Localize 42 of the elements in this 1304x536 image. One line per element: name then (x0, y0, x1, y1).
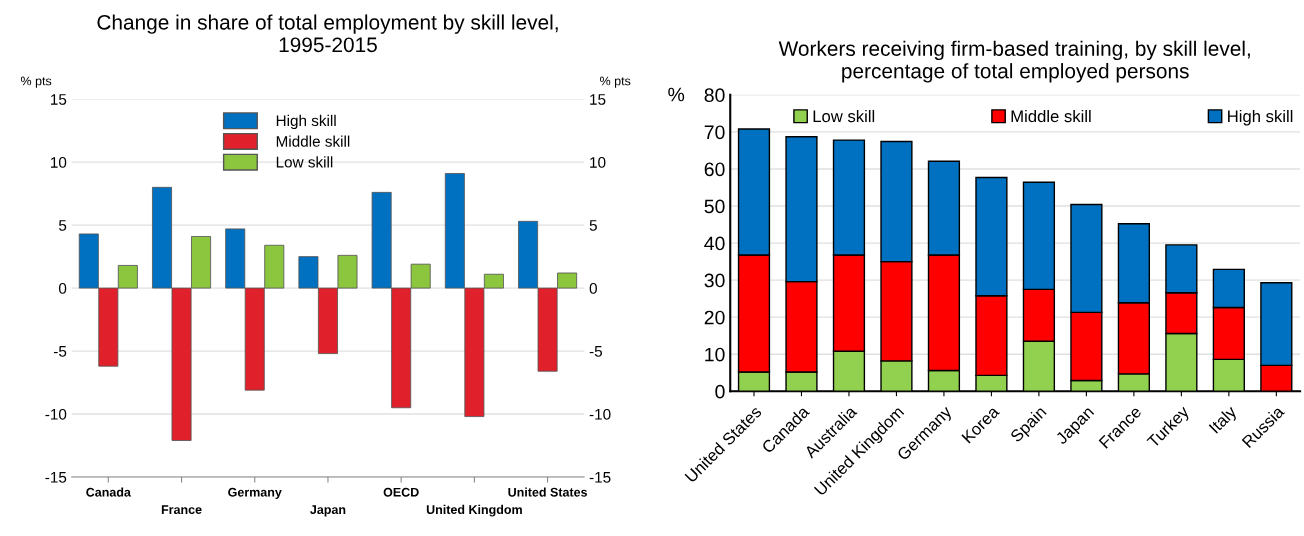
y2-tick-label: 5 (589, 220, 597, 231)
y-tick-label: 60 (704, 162, 725, 177)
legend-label: Middle skill (1011, 109, 1091, 123)
x-tick-label: Canada (86, 487, 131, 497)
legend-label: Low skill (276, 156, 333, 168)
y-tick-label: 0 (58, 282, 67, 294)
y-tick-label: -10 (45, 408, 67, 420)
y-tick-label: 0 (715, 384, 725, 399)
y-tick-label: 10 (705, 347, 725, 362)
chart-title: Workers receiving firm-based training, by skill level, percentage of total employed persons (778, 40, 1250, 83)
y2-tick-label: 10 (590, 157, 606, 168)
y2-tick-label: 15 (590, 94, 606, 105)
y-axis-title: % (668, 87, 685, 102)
y2-tick-label: 0 (589, 282, 597, 294)
y-tick-label: 50 (704, 199, 725, 214)
legend-label: Middle skill (276, 135, 350, 147)
y2-tick-label: -10 (589, 408, 611, 420)
legend-label: High skill (1228, 109, 1293, 126)
y-tick-label: 70 (704, 125, 725, 140)
y-tick-label: -5 (53, 346, 67, 357)
legend-label: Low skill (813, 109, 875, 123)
y-tick-label: 10 (51, 157, 67, 168)
legend-label: High skill (276, 114, 336, 130)
y2-tick-label: -5 (589, 346, 602, 357)
y-tick-label: 15 (51, 94, 67, 105)
chart-title: Change in share of total employment by skill level, 1995-2015 (97, 14, 558, 53)
y-tick-label: 5 (58, 220, 67, 231)
x-tick-label: Japan (310, 505, 346, 517)
y-tick-label: 80 (704, 88, 725, 103)
y-axis-title: % pts (20, 76, 52, 88)
x-tick-label: United Kingdom (426, 504, 522, 517)
y2-axis-title: % pts (600, 76, 631, 88)
x-tick-label: Germany (228, 487, 282, 500)
x-tick-label: OECD (383, 487, 419, 497)
x-tick-label: Italy (1208, 404, 1240, 436)
y-tick-label: -15 (45, 472, 67, 483)
y-tick-label: 30 (704, 273, 725, 288)
y-tick-label: 20 (704, 310, 725, 325)
x-tick-label: France (161, 505, 202, 514)
y2-tick-label: -15 (589, 472, 611, 483)
x-tick-label: United States (508, 487, 588, 497)
y-tick-label: 40 (704, 236, 725, 251)
